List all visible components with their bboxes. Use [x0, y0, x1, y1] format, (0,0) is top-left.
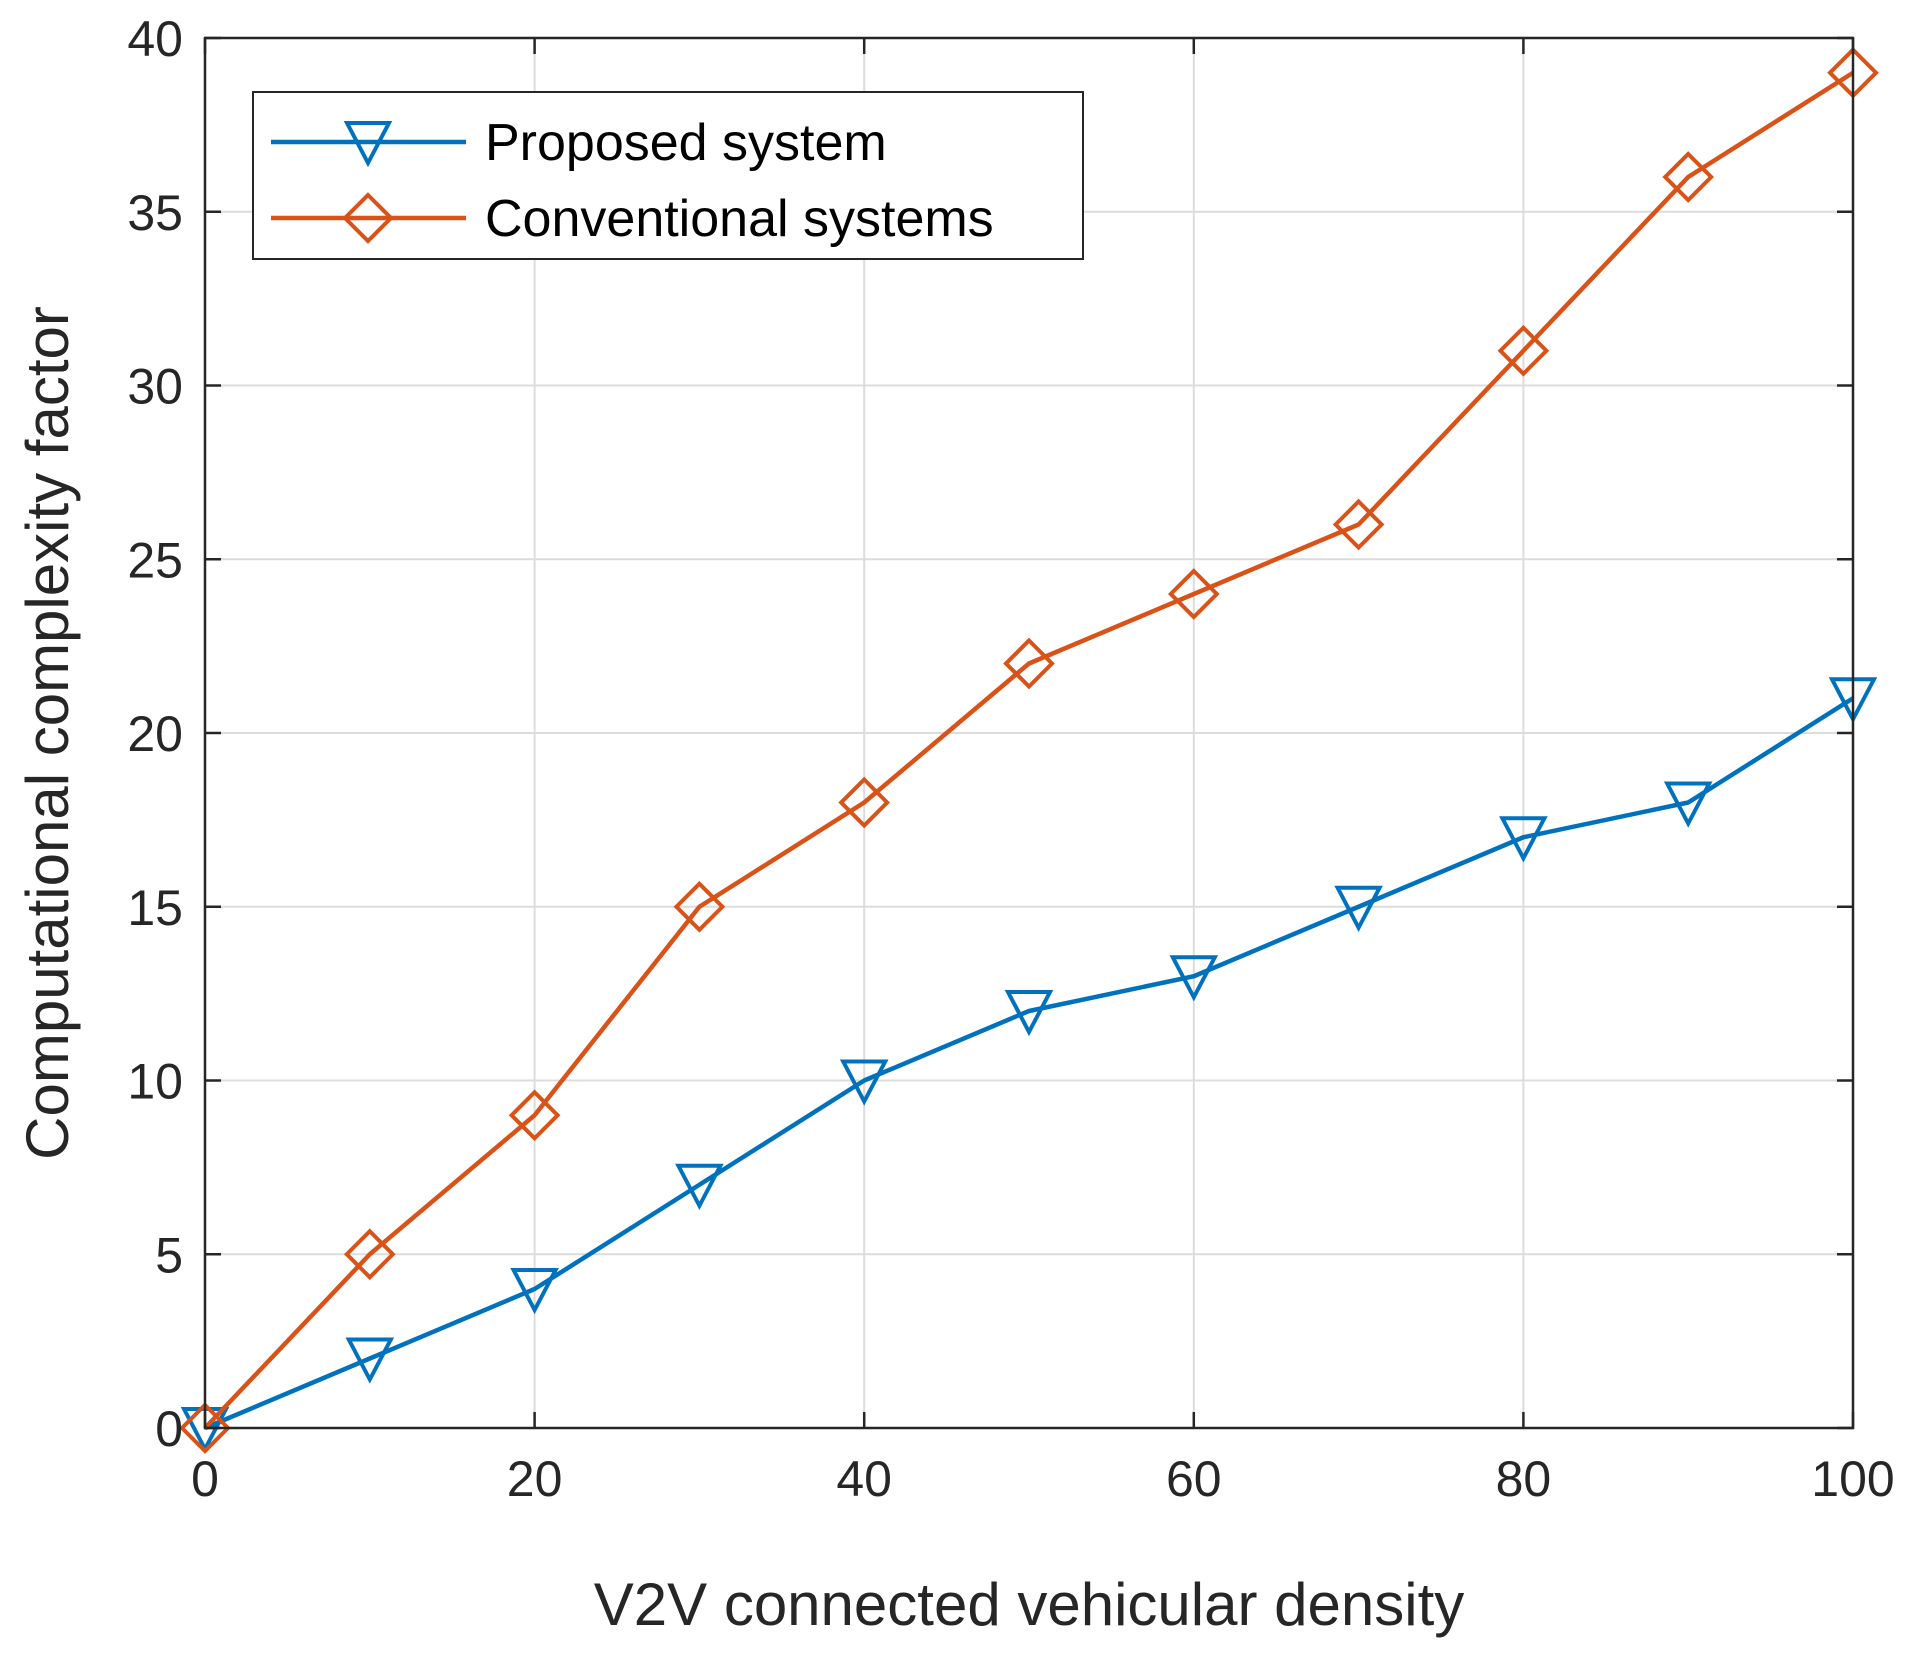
series-line: [204, 696, 1855, 1431]
x-tick-label: 0: [191, 1451, 219, 1507]
legend-label: Proposed system: [485, 114, 887, 172]
y-tick-label: 10: [127, 1054, 183, 1110]
plot-series: [179, 46, 1879, 1454]
data-point: [673, 880, 726, 933]
x-tick-label: 20: [507, 1451, 563, 1507]
axis-ticks: 0 20 40 60 80 100 0 5 10 15 20 25 30 35 40: [127, 11, 1894, 1507]
y-tick-label: 15: [127, 880, 183, 936]
data-point: [179, 1402, 231, 1454]
y-tick-label: 30: [127, 359, 183, 415]
data-point: [1663, 781, 1713, 828]
x-tick-label: 100: [1811, 1451, 1894, 1507]
y-axis-label: Computational complexity factor: [14, 306, 81, 1160]
x-tick-label: 60: [1166, 1451, 1222, 1507]
data-point: [508, 1089, 561, 1142]
y-tick-label: 35: [127, 185, 183, 241]
y-tick-label: 5: [155, 1227, 183, 1283]
data-point: [675, 1163, 724, 1211]
legend-marker: [342, 192, 394, 244]
y-tick-label: 25: [127, 532, 183, 588]
data-point: [1662, 151, 1715, 203]
x-axis-label: V2V connected vehicular density: [594, 1571, 1465, 1638]
data-point: [1332, 498, 1385, 551]
legend-entry: Conventional systems: [271, 190, 994, 248]
legend-entry: Proposed system: [271, 114, 887, 172]
y-tick-label: 20: [127, 706, 183, 762]
x-tick-label: 40: [836, 1451, 892, 1507]
data-point: [1169, 955, 1219, 1002]
series-line: [203, 70, 1855, 1430]
data-point: [1334, 885, 1383, 933]
data-point: [839, 1059, 889, 1106]
data-point: [1003, 637, 1055, 690]
data-point: [345, 1337, 395, 1384]
series-proposed-system: [180, 677, 1878, 1454]
x-tick-label: 80: [1496, 1451, 1552, 1507]
data-point: [1497, 324, 1550, 377]
y-tick-label: 0: [155, 1401, 183, 1457]
legend-entries: Proposed system Conventional systems: [271, 114, 994, 248]
data-point: [1004, 990, 1054, 1037]
data-point: [1499, 816, 1548, 863]
data-point: [1167, 568, 1220, 620]
legend-label: Conventional systems: [485, 190, 994, 248]
legend-box: [252, 91, 1084, 260]
y-tick-label: 40: [127, 11, 183, 67]
legend-marker: [343, 121, 393, 168]
data-point: [838, 776, 891, 829]
data-point: [510, 1268, 559, 1315]
series-conventional-systems: [179, 46, 1879, 1454]
data-point: [343, 1228, 396, 1281]
legend: Proposed system Conventional systems: [252, 91, 1084, 260]
